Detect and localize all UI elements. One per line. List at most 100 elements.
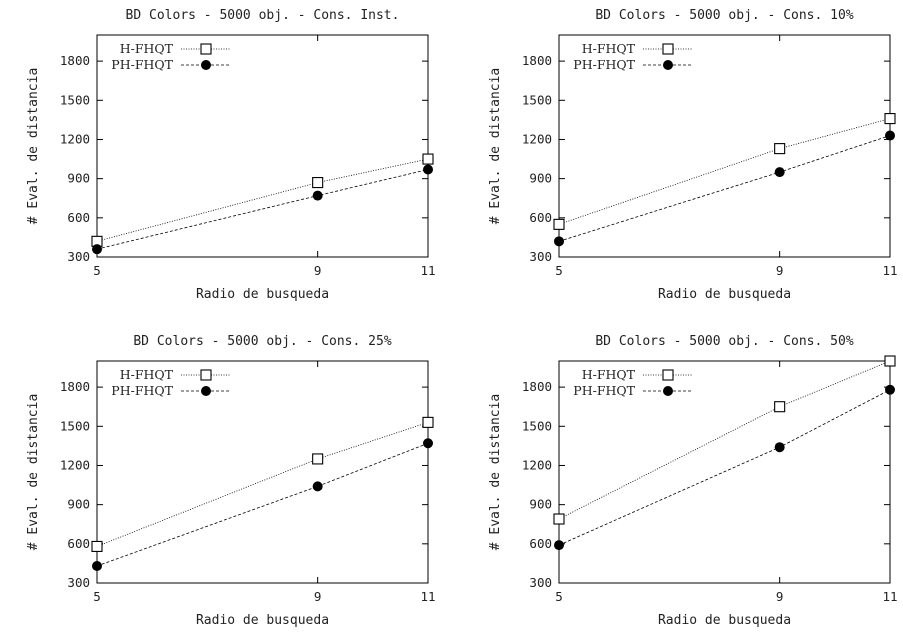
x-tick-label: 9 [776, 263, 784, 278]
chart-title: BD Colors - 5000 obj. - Cons. 50% [595, 334, 853, 349]
legend-label: H-FHQT [120, 41, 174, 56]
legend-marker-circle [201, 386, 211, 396]
data-point-square [553, 218, 565, 230]
data-point-circle [312, 481, 323, 492]
data-point-circle [423, 438, 433, 449]
legend-label: H-FHQT [582, 41, 636, 56]
legend-label: PH-FHQT [573, 57, 635, 72]
x-tick-label: 11 [882, 589, 897, 604]
data-point-circle [554, 540, 564, 551]
x-tick-label: 11 [420, 589, 435, 604]
x-axis-label: Radio de busqueda [196, 613, 329, 628]
y-tick-label: 900 [67, 497, 90, 512]
data-point-square [774, 143, 786, 155]
y-tick-label: 900 [529, 171, 552, 186]
y-tick-label: 1500 [60, 418, 90, 433]
plot-frame [96, 360, 429, 584]
data-point-square [312, 177, 324, 189]
y-tick-label: 1200 [60, 131, 90, 146]
series-line-1 [558, 118, 891, 225]
plot-frame [96, 34, 429, 258]
data-point-square [884, 355, 896, 367]
x-tick-label: 5 [555, 589, 563, 604]
series-line-2 [558, 135, 891, 242]
data-point-circle [885, 384, 895, 395]
x-tick-label: 11 [420, 263, 435, 278]
y-tick-label: 1800 [60, 379, 90, 394]
chart-panel-2: BD Colors - 5000 obj. - Cons. 10% 300 600 9… [488, 8, 898, 302]
x-tick-label: 5 [93, 263, 101, 278]
data-point-circle [554, 236, 564, 247]
chart-panel-1: BD Colors - 5000 obj. - Cons. Inst. 300 60… [26, 8, 436, 302]
series-line-2 [96, 169, 429, 250]
y-axis-label: # Eval. de distancia [488, 394, 503, 551]
legend-marker-square [200, 369, 212, 381]
data-point-circle [774, 442, 785, 453]
y-tick-label: 1200 [522, 457, 552, 472]
series-line-1 [96, 158, 429, 242]
legend-label: PH-FHQT [573, 383, 635, 398]
legend-marker-square [662, 369, 674, 381]
chart-title: BD Colors - 5000 obj. - Cons. 25% [133, 334, 391, 349]
y-tick-label: 1200 [522, 131, 552, 146]
y-axis-label: # Eval. de distancia [26, 68, 41, 225]
y-tick-label: 300 [67, 575, 90, 590]
plot-frame [558, 360, 891, 584]
legend-label: PH-FHQT [111, 57, 173, 72]
data-point-square [884, 113, 896, 125]
y-tick-label: 1800 [522, 53, 552, 68]
series-line-1 [96, 421, 429, 547]
legend-label: H-FHQT [120, 367, 174, 382]
x-axis-label: Radio de busqueda [196, 287, 329, 302]
y-tick-label: 1200 [60, 457, 90, 472]
legend-label: PH-FHQT [111, 383, 173, 398]
y-tick-label: 600 [67, 536, 90, 551]
x-tick-label: 11 [882, 263, 897, 278]
y-tick-label: 600 [529, 210, 552, 225]
y-tick-label: 1800 [60, 53, 90, 68]
y-tick-label: 1500 [522, 418, 552, 433]
y-axis-label: # Eval. de distancia [26, 394, 41, 551]
x-tick-label: 9 [314, 263, 322, 278]
legend-marker-circle [663, 60, 673, 70]
chart-panel-4: BD Colors - 5000 obj. - Cons. 50% 300 600 9… [488, 334, 898, 628]
y-tick-label: 1500 [522, 92, 552, 107]
legend-label: H-FHQT [582, 367, 636, 382]
series-line-2 [558, 389, 891, 546]
data-point-circle [423, 164, 433, 175]
y-tick-label: 900 [529, 497, 552, 512]
data-point-square [774, 401, 786, 413]
y-tick-label: 300 [529, 575, 552, 590]
x-tick-label: 9 [314, 589, 322, 604]
series-line-2 [96, 442, 429, 567]
x-tick-label: 9 [776, 589, 784, 604]
data-point-square [91, 540, 103, 552]
y-tick-label: 1800 [522, 379, 552, 394]
legend-marker-circle [663, 386, 673, 396]
data-point-circle [92, 561, 102, 572]
legend-marker-circle [201, 60, 211, 70]
x-axis-label: Radio de busqueda [658, 287, 791, 302]
data-point-square [553, 513, 565, 525]
x-tick-label: 5 [555, 263, 563, 278]
data-point-circle [885, 130, 895, 141]
chart-title: BD Colors - 5000 obj. - Cons. Inst. [126, 8, 400, 23]
legend-marker-square [662, 43, 674, 55]
data-point-square [312, 453, 324, 465]
data-point-square [422, 416, 434, 428]
y-axis-label: # Eval. de distancia [488, 68, 503, 225]
data-point-square [422, 153, 434, 165]
x-tick-label: 5 [93, 589, 101, 604]
y-tick-label: 900 [67, 171, 90, 186]
y-tick-label: 600 [529, 536, 552, 551]
y-tick-label: 300 [529, 249, 552, 264]
x-axis-label: Radio de busqueda [658, 613, 791, 628]
data-point-circle [774, 167, 785, 178]
y-tick-label: 300 [67, 249, 90, 264]
legend-marker-square [200, 43, 212, 55]
data-point-circle [92, 244, 102, 255]
